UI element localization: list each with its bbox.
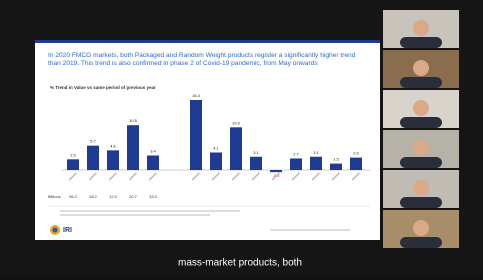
footnote [60, 210, 240, 212]
sales-label: Billions [48, 194, 61, 199]
shoulders [400, 37, 442, 48]
footnote [60, 214, 210, 216]
sales-value: 33.3 [149, 194, 158, 199]
value-label: 2.5 [70, 152, 76, 157]
sales-value: 18.2 [89, 194, 98, 199]
bar [107, 150, 119, 170]
slide-band [35, 40, 380, 43]
value-label: 10.5 [129, 118, 138, 123]
chart-subtitle: % Trend in Value vs same period of previ… [50, 85, 156, 90]
bar [67, 159, 79, 170]
bar [290, 158, 302, 170]
bar [87, 146, 99, 170]
head [413, 140, 429, 156]
head [413, 220, 429, 236]
sales-value: 96.2 [69, 194, 78, 199]
head [413, 100, 429, 116]
footer-note [270, 229, 350, 231]
slide-title-box: In 2020 FMCG markets, both Packaged and … [48, 52, 368, 82]
value-label: 4.1 [213, 146, 219, 151]
caption: mass-market products, both [178, 258, 302, 269]
logo-icon-core [53, 228, 58, 233]
shoulders [400, 117, 442, 128]
bar [310, 157, 322, 170]
bar [190, 100, 202, 170]
value-label: 3.4 [150, 149, 156, 154]
bar [350, 158, 362, 170]
bar [147, 155, 159, 170]
value-label: 3.1 [253, 150, 259, 155]
value-label: 2.7 [293, 152, 299, 157]
bar [127, 125, 139, 170]
head [413, 180, 429, 196]
value-label: 16.4 [192, 93, 201, 98]
head [413, 60, 429, 76]
value-label: 4.6 [110, 143, 116, 148]
value-label: 5.7 [90, 139, 96, 144]
value-label: 1.5 [333, 157, 339, 162]
page: In 2020 FMCG markets, both Packaged and … [0, 0, 483, 280]
sales-value: 20.7 [129, 194, 138, 199]
bar [270, 170, 282, 172]
value-label: 10.0 [232, 120, 241, 125]
shoulders [400, 197, 442, 208]
sales-value: 12.0 [109, 194, 118, 199]
head [413, 20, 429, 36]
bar [210, 153, 222, 171]
shoulders [400, 237, 442, 248]
bar [250, 157, 262, 170]
screen: In 2020 FMCG markets, both Packaged and … [0, 0, 483, 275]
value-label: 3.1 [313, 150, 319, 155]
logo: IRI [63, 227, 72, 234]
shoulders [400, 157, 442, 168]
shoulders [400, 77, 442, 88]
slide-title: In 2020 FMCG markets, both Packaged and … [48, 52, 368, 68]
bar [330, 164, 342, 170]
value-label: 2.9 [353, 151, 359, 156]
bar [230, 127, 242, 170]
